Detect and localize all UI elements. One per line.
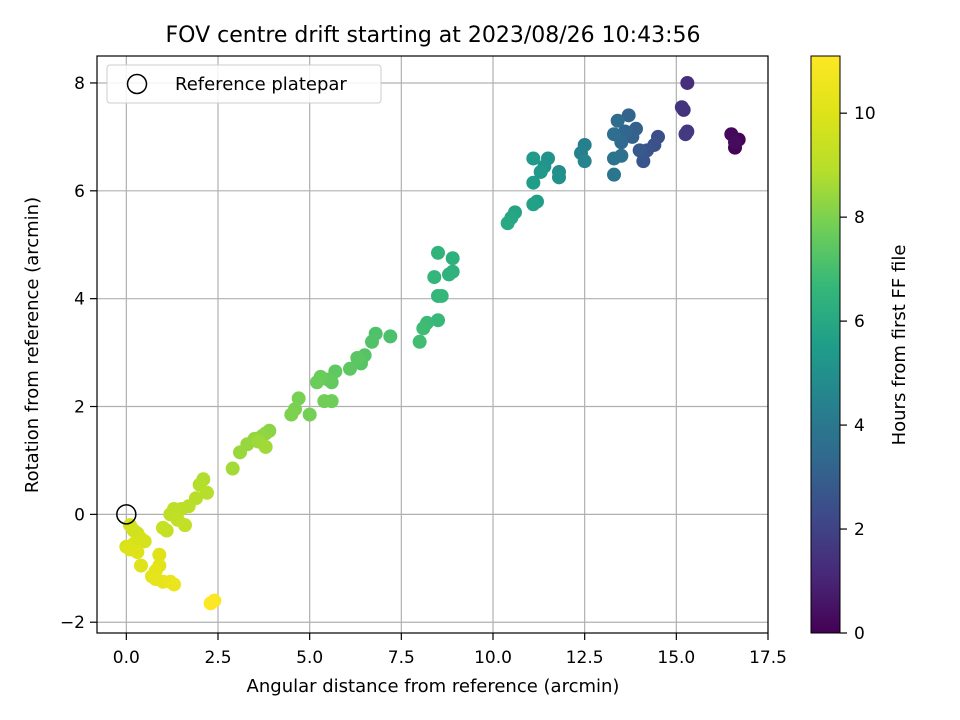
- x-tick-label: 2.5: [204, 648, 231, 668]
- data-point: [533, 164, 548, 179]
- data-point: [343, 361, 357, 376]
- data-point: [442, 267, 456, 282]
- data-point: [621, 108, 636, 123]
- data-point: [607, 127, 621, 142]
- data-point: [728, 135, 742, 150]
- data-point: [137, 534, 152, 549]
- colorbar-tick-label: 6: [854, 312, 865, 332]
- colorbar-tick-label: 0: [854, 624, 865, 644]
- colorbar-tick-label: 8: [854, 208, 865, 228]
- legend-box: [106, 64, 382, 104]
- colorbar: [810, 55, 841, 634]
- data-point: [416, 321, 431, 336]
- data-point: [526, 197, 541, 212]
- data-point: [291, 391, 306, 406]
- x-tick-label: 0.0: [113, 648, 140, 668]
- colorbar-ticks: 0 2 4 6 8 10: [840, 104, 876, 644]
- y-tick-label: −2: [60, 613, 85, 633]
- chart-title: FOV centre drift starting at 2023/08/26 …: [166, 23, 701, 48]
- data-point: [123, 518, 137, 533]
- data-point: [431, 313, 445, 328]
- data-point: [577, 154, 592, 169]
- y-tick-label: 6: [74, 182, 85, 202]
- x-tick-label: 10.0: [474, 648, 512, 668]
- x-tick-label: 15.0: [657, 648, 695, 668]
- data-point: [302, 407, 317, 422]
- data-point: [152, 547, 167, 562]
- data-point: [678, 127, 693, 142]
- y-tick-label: 4: [74, 290, 85, 310]
- data-point: [607, 167, 621, 182]
- colorbar-tick-label: 2: [854, 520, 865, 540]
- data-point: [383, 329, 398, 344]
- x-tick-label: 7.5: [388, 648, 415, 668]
- data-point: [526, 175, 541, 190]
- data-point: [350, 350, 365, 365]
- x-tick-label: 17.5: [749, 648, 787, 668]
- data-point: [178, 518, 192, 533]
- y-axis-label: Rotation from reference (arcmin): [22, 197, 43, 493]
- data-point: [500, 216, 515, 231]
- data-point: [203, 596, 218, 611]
- data-point: [636, 154, 651, 169]
- data-points: [119, 75, 746, 611]
- data-point: [134, 558, 148, 573]
- reference-platepar-marker: [116, 504, 137, 525]
- x-tick-label: 12.5: [566, 648, 604, 668]
- data-point: [200, 485, 214, 500]
- colorbar-tick-label: 4: [854, 416, 865, 436]
- data-point: [434, 288, 449, 303]
- data-point: [674, 100, 689, 115]
- y-axis-ticks: −2 0 2 4 6 8: [60, 74, 97, 633]
- data-point: [431, 245, 445, 260]
- data-point: [130, 545, 145, 560]
- data-point: [526, 151, 541, 166]
- legend-marker-reference: [126, 73, 148, 95]
- data-point: [610, 113, 625, 128]
- x-axis-label: Angular distance from reference (arcmin): [247, 676, 620, 697]
- grid: [97, 56, 769, 633]
- colorbar-tick-label: 10: [854, 104, 876, 124]
- y-tick-label: 0: [74, 505, 85, 525]
- plot-frame: [96, 55, 769, 634]
- y-tick-label: 2: [74, 398, 85, 418]
- data-point: [258, 439, 273, 454]
- data-point: [445, 251, 460, 266]
- data-point: [233, 445, 247, 460]
- colorbar-label: Hours from first FF file: [889, 245, 910, 446]
- data-point: [552, 170, 566, 185]
- data-point: [156, 520, 170, 535]
- x-axis-ticks: 0.0 2.5 5.0 7.5 10.0 12.5 15.0 17.5: [113, 633, 787, 668]
- data-point: [427, 270, 442, 285]
- data-point: [607, 151, 621, 166]
- legend: Reference platepar: [106, 64, 382, 104]
- data-point: [632, 143, 647, 158]
- y-tick-label: 8: [74, 74, 85, 94]
- reference-marker-layer: [116, 504, 137, 525]
- legend-label-reference: Reference platepar: [175, 74, 347, 95]
- data-point: [618, 124, 632, 139]
- data-point: [167, 577, 181, 592]
- data-point: [317, 394, 332, 409]
- data-point: [284, 407, 299, 422]
- x-tick-label: 5.0: [296, 648, 323, 668]
- data-point: [310, 375, 324, 390]
- data-point: [412, 334, 427, 349]
- data-point: [225, 461, 240, 476]
- data-point: [680, 75, 695, 90]
- data-point: [365, 334, 379, 349]
